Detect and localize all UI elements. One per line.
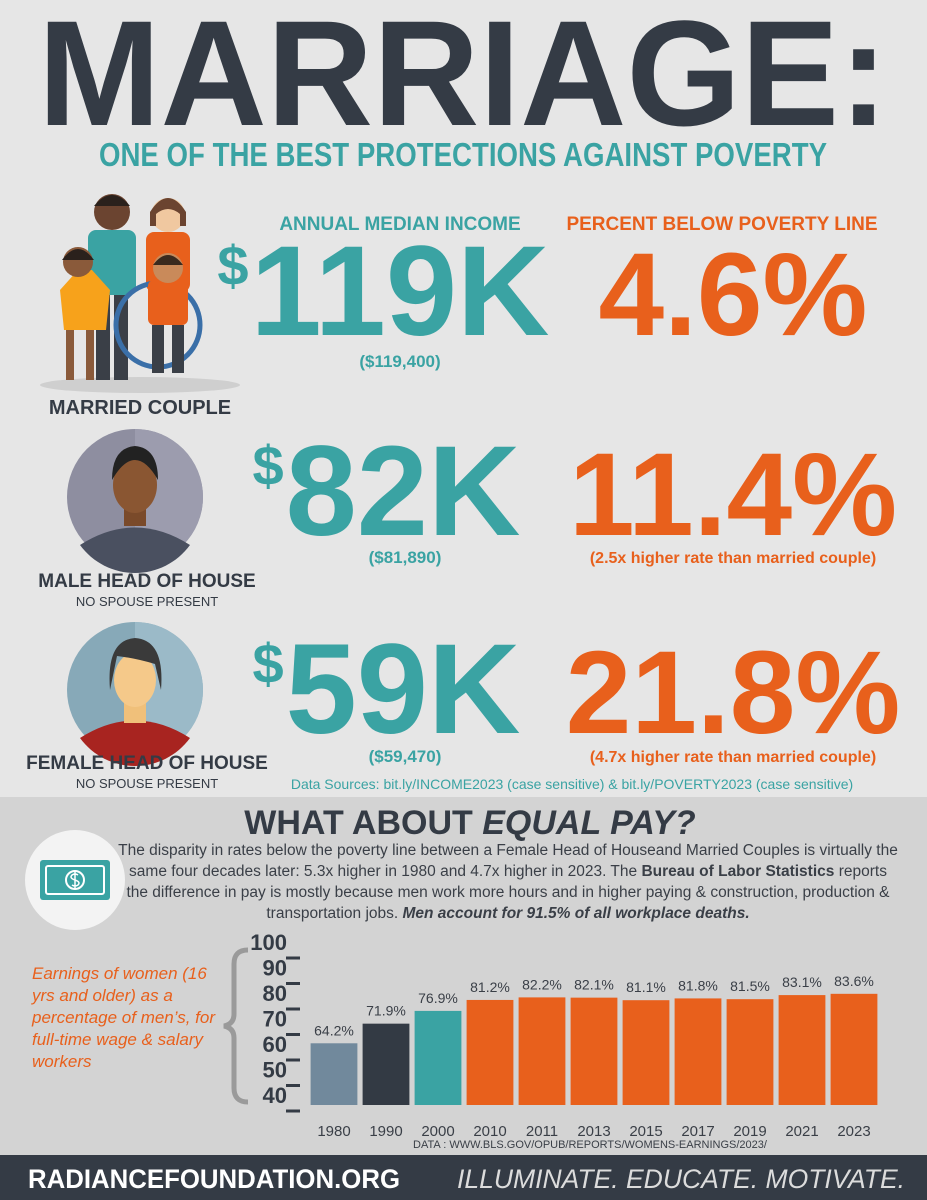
x-tick-label: 2010 (473, 1123, 506, 1140)
footer-bar (0, 1155, 927, 1200)
income-exact: ($81,890) (369, 548, 442, 567)
value-label: 81.8% (678, 977, 718, 993)
family-illustration (40, 194, 240, 393)
poverty-note: (4.7x higher rate than married couple) (590, 749, 876, 766)
value-label: 81.2% (470, 979, 510, 995)
income-heading: ANNUAL MEDIAN INCOME (279, 214, 520, 235)
bar (518, 997, 566, 1105)
x-tick-label: 2023 (837, 1123, 870, 1140)
x-tick-label: 2011 (526, 1123, 558, 1140)
x-tick-label: 2019 (733, 1123, 766, 1140)
title-prefix: WHAT ABOUT (244, 804, 482, 842)
income-exact: ($59,470) (369, 747, 442, 766)
y-tick-label: 50 (263, 1058, 287, 1083)
poverty-rate: 21.8% (566, 627, 901, 759)
value-label: 83.1% (782, 974, 822, 990)
body-text: Men account for 91.5% of all workplace d… (402, 905, 750, 922)
chart-source: DATA : WWW.BLS.GOV/OPUB/REPORTS/WOMENS-E… (413, 1139, 768, 1151)
subtitle: ONE OF THE BEST PROTECTIONS AGAINST POVE… (99, 136, 827, 173)
y-tick-label: 70 (263, 1007, 287, 1032)
x-tick-label: 1990 (369, 1123, 402, 1140)
footer-tagline: ILLUMINATE. EDUCATE. MOTIVATE. (457, 1164, 905, 1194)
x-tick-label: 2017 (681, 1123, 714, 1140)
currency: $ (252, 434, 283, 497)
bar (362, 1023, 410, 1105)
title: MARRIAGE: (38, 0, 888, 157)
bar (622, 1000, 670, 1105)
y-tick-label: 90 (263, 956, 287, 981)
income: 59K (286, 618, 521, 761)
bar (674, 998, 722, 1105)
bar (830, 993, 878, 1105)
household-sublabel: NO SPOUSE PRESENT (76, 594, 218, 609)
value-label: 82.2% (522, 976, 562, 992)
x-tick-label: 2000 (421, 1123, 454, 1140)
x-tick-label: 2021 (785, 1123, 818, 1140)
bar (414, 1010, 462, 1105)
equal-pay-body: The disparity in rates below the poverty… (118, 840, 898, 924)
body-text: reports the difference in pay is mostly … (126, 863, 890, 922)
bar (726, 999, 774, 1105)
y-tick-label: 60 (263, 1032, 287, 1057)
value-label: 76.9% (418, 990, 458, 1006)
household-label: MALE HEAD OF HOUSE (38, 571, 255, 592)
brace (223, 947, 249, 1105)
y-tick-label: 100 (250, 930, 287, 955)
body-text: The disparity in rates below the poverty… (118, 842, 898, 880)
male-icon (67, 429, 203, 574)
currency: $ (252, 632, 283, 695)
body-text: Bureau of Labor Statistics (641, 863, 835, 880)
value-label: 64.2% (314, 1022, 354, 1038)
value-label: 81.1% (626, 979, 666, 995)
household-rows: MARRIED COUPLE 119K $ ($119,400) 4.6% MA… (26, 220, 900, 791)
value-label: 81.5% (730, 978, 770, 994)
poverty-rate: 11.4% (569, 429, 897, 561)
poverty-note: (2.5x higher rate than married couple) (590, 550, 876, 567)
female-icon (67, 622, 203, 767)
poverty-rate: 4.6% (599, 229, 868, 361)
household-sublabel: NO SPOUSE PRESENT (76, 776, 218, 791)
bar (570, 997, 618, 1105)
equal-pay-title: WHAT ABOUT EQUAL PAY? (244, 804, 696, 842)
x-tick-label: 2013 (577, 1123, 610, 1140)
value-label: 71.9% (366, 1003, 406, 1019)
value-label: 82.1% (574, 977, 614, 993)
currency: $ (217, 234, 248, 297)
income-exact: ($119,400) (359, 352, 440, 371)
x-tick-label: 2015 (629, 1123, 662, 1140)
bar (310, 1043, 358, 1105)
data-sources: Data Sources: bit.ly/INCOME2023 (case se… (291, 776, 853, 792)
chart-description: Earnings of women (16 yrs and older) as … (32, 964, 216, 1071)
bar (466, 999, 514, 1105)
household-label: FEMALE HEAD OF HOUSE (26, 753, 268, 774)
y-tick-label: 40 (263, 1083, 287, 1108)
income: 82K (286, 420, 521, 563)
y-tick-label: 80 (263, 981, 287, 1006)
household-label: MARRIED COUPLE (49, 397, 231, 419)
poverty-heading: PERCENT BELOW POVERTY LINE (566, 214, 877, 235)
income: 119K (251, 220, 550, 363)
footer-site: RADIANCEFOUNDATION.ORG (28, 1164, 400, 1194)
title-emphasis: EQUAL PAY? (482, 804, 696, 842)
value-label: 83.6% (834, 973, 874, 989)
money-icon (25, 830, 125, 930)
bar (778, 995, 826, 1105)
x-tick-label: 1980 (317, 1123, 350, 1140)
